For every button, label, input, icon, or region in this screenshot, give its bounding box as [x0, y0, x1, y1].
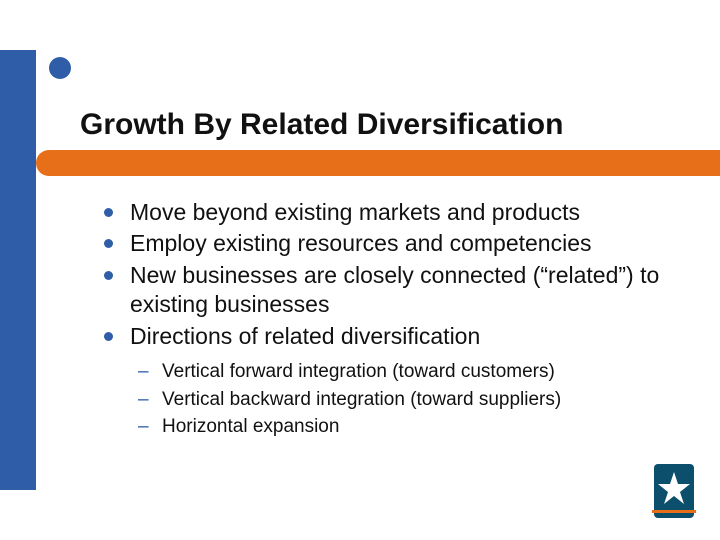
sub-bullet-text: Vertical forward integration (toward cus… — [162, 361, 555, 382]
list-item: Vertical forward integration (toward cus… — [134, 359, 680, 385]
bullet-text: Move beyond existing markets and product… — [130, 199, 580, 225]
tab-hole — [49, 57, 71, 79]
list-item: Horizontal expansion — [134, 414, 680, 440]
bullet-text: New businesses are closely connected (“r… — [130, 262, 659, 317]
sub-bullet-text: Vertical backward integration (toward su… — [162, 389, 561, 410]
accent-bar — [36, 150, 720, 176]
bullet-text: Directions of related diversification — [130, 323, 480, 349]
sidebar-stripe — [0, 50, 36, 490]
bullet-list: Move beyond existing markets and product… — [100, 198, 680, 351]
list-item: Vertical backward integration (toward su… — [134, 387, 680, 413]
sub-bullet-text: Horizontal expansion — [162, 416, 339, 437]
slide-title: Growth By Related Diversification — [80, 108, 563, 142]
list-item: New businesses are closely connected (“r… — [100, 261, 680, 320]
bullet-text: Employ existing resources and competenci… — [130, 230, 592, 256]
content-area: Move beyond existing markets and product… — [100, 198, 680, 442]
list-item: Move beyond existing markets and product… — [100, 198, 680, 227]
sub-bullet-list: Vertical forward integration (toward cus… — [134, 359, 680, 440]
list-item: Directions of related diversification — [100, 322, 680, 351]
list-item: Employ existing resources and competenci… — [100, 229, 680, 258]
logo-icon — [650, 462, 698, 520]
